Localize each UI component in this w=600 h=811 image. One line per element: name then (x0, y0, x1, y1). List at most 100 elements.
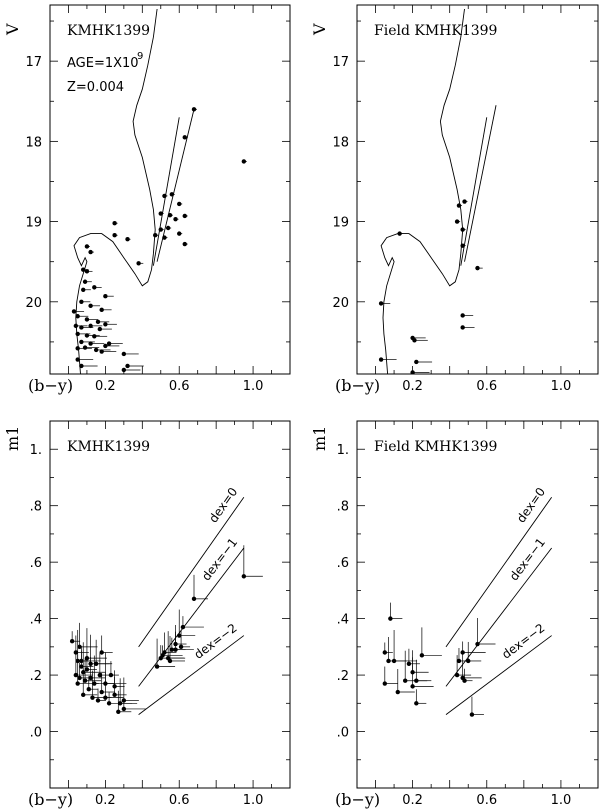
y-tick-label: 18 (25, 135, 42, 150)
data-point (414, 701, 419, 706)
data-point (103, 695, 108, 700)
data-point (84, 667, 90, 672)
data-point (106, 701, 112, 706)
y-axis-label: m1 (3, 426, 22, 451)
x-axis-label: (b−y) (335, 376, 380, 395)
data-point (99, 650, 104, 655)
data-point (97, 672, 103, 678)
data-point (79, 664, 84, 669)
x-tick-label: 0.2 (95, 379, 116, 394)
data-point (180, 624, 186, 630)
data-point (75, 331, 80, 337)
data-point (95, 698, 101, 703)
y-tick-label: 1. (337, 443, 349, 458)
y-tick-label: 17 (25, 55, 42, 70)
plot-frame (49, 420, 291, 789)
data-point (388, 616, 393, 621)
data-point (169, 192, 175, 197)
data-point (88, 323, 93, 329)
data-point (460, 325, 465, 330)
y-tick-label: 20 (25, 296, 42, 311)
panel-title: KMHK1399 (67, 439, 150, 455)
data-point (112, 220, 117, 226)
data-point (158, 227, 163, 232)
y-tick-label: 20 (332, 296, 349, 311)
plot-frame (49, 4, 291, 375)
x-tick-label: 0.6 (169, 793, 190, 808)
data-point (191, 107, 197, 112)
data-point (103, 293, 108, 299)
y-axis-label: V (3, 23, 22, 36)
metallicity-line (445, 547, 553, 687)
isochrone-curve (380, 8, 465, 374)
y-tick-label: 1. (30, 443, 42, 458)
data-point (99, 689, 104, 695)
data-point (382, 650, 388, 655)
data-point (75, 681, 80, 686)
data-point (173, 216, 178, 222)
x-tick-label: 1.0 (551, 793, 572, 808)
y-tick-label: .2 (337, 669, 349, 684)
data-point (106, 341, 112, 346)
metallicity-line (445, 496, 553, 648)
data-point (173, 647, 178, 652)
data-point (153, 233, 158, 238)
data-point (456, 203, 462, 208)
x-axis-label: (b−y) (28, 790, 73, 809)
x-tick-label: 0.6 (476, 793, 497, 808)
data-point (90, 695, 95, 700)
metallicity-label: dex=0 (206, 485, 240, 525)
data-point (99, 349, 104, 354)
data-point (116, 709, 121, 714)
x-axis-label: (b−y) (335, 790, 380, 809)
data-point (81, 670, 86, 675)
data-point (84, 333, 90, 338)
metallicity-annotation: Z=0.004 (67, 80, 124, 95)
data-point (79, 299, 84, 305)
data-point (167, 658, 173, 664)
data-point (177, 201, 182, 207)
plot-frame (356, 420, 599, 789)
data-point (88, 661, 93, 666)
data-point (378, 357, 384, 362)
data-point (162, 235, 167, 240)
data-point (88, 303, 93, 309)
giant-branch-line (156, 109, 195, 262)
metallicity-line (138, 547, 245, 687)
metallicity-label: dex=−1 (199, 535, 240, 583)
data-point (182, 213, 187, 219)
data-point (410, 684, 415, 689)
x-tick-label: 0.2 (95, 793, 116, 808)
data-point (79, 363, 84, 369)
y-tick-label: .6 (337, 556, 349, 571)
data-point (121, 351, 127, 357)
giant-branch-line (464, 105, 497, 262)
data-point (117, 701, 123, 706)
panel-title: Field KMHK1399 (374, 23, 497, 39)
y-tick-label: .4 (30, 613, 42, 628)
y-tick-label: .8 (337, 500, 349, 515)
x-tick-label: 0.2 (402, 379, 423, 394)
data-point (475, 641, 480, 647)
metallicity-label: dex=0 (514, 485, 548, 525)
age-exponent: 9 (137, 51, 143, 62)
data-point (121, 706, 127, 712)
y-tick-label: .0 (337, 726, 349, 741)
data-point (162, 193, 167, 199)
y-tick-label: 19 (332, 216, 349, 231)
data-point (241, 159, 247, 164)
x-tick-label: 0.6 (476, 379, 497, 394)
data-point (154, 664, 160, 669)
data-point (93, 347, 99, 353)
y-tick-label: .4 (337, 613, 349, 628)
data-point (82, 345, 88, 350)
age-annotation: AGE=1X10 (67, 56, 139, 71)
data-point (69, 639, 75, 644)
data-point (112, 684, 117, 689)
metallicity-label: dex=−2 (499, 621, 547, 662)
data-point (469, 712, 475, 717)
data-point (75, 346, 80, 351)
data-point (82, 678, 88, 683)
data-point (386, 658, 391, 664)
x-axis-label: (b−y) (28, 376, 73, 395)
